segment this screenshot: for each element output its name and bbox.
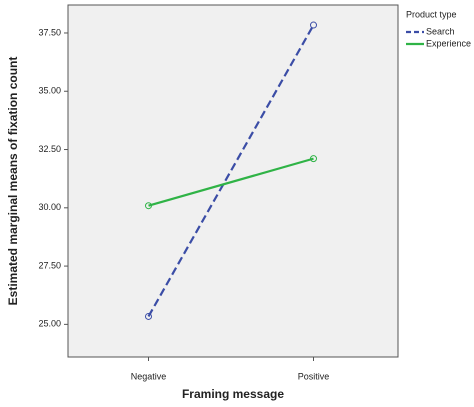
y-tick-label: 32.50 [38,144,61,154]
y-tick-label: 37.50 [38,27,61,37]
series-line [147,24,315,317]
legend-title: Product type [406,9,457,19]
marker [310,155,317,163]
marker [310,21,317,29]
x-axis-title: Framing message [182,387,284,401]
x-tick-label: Positive [298,371,330,381]
series-line [148,157,314,207]
y-tick-label: 25.00 [38,319,61,329]
x-tick-label: Negative [131,371,167,381]
y-tick-label: 30.00 [38,202,61,212]
y-axis-title: Estimated marginal means of fixation cou… [6,57,20,306]
marker [145,202,152,210]
y-tick-label: 27.50 [38,260,61,270]
legend-label: Search [426,26,455,36]
marker [145,312,152,320]
legend-label: Experience [426,38,471,48]
y-tick-label: 35.00 [38,86,61,96]
